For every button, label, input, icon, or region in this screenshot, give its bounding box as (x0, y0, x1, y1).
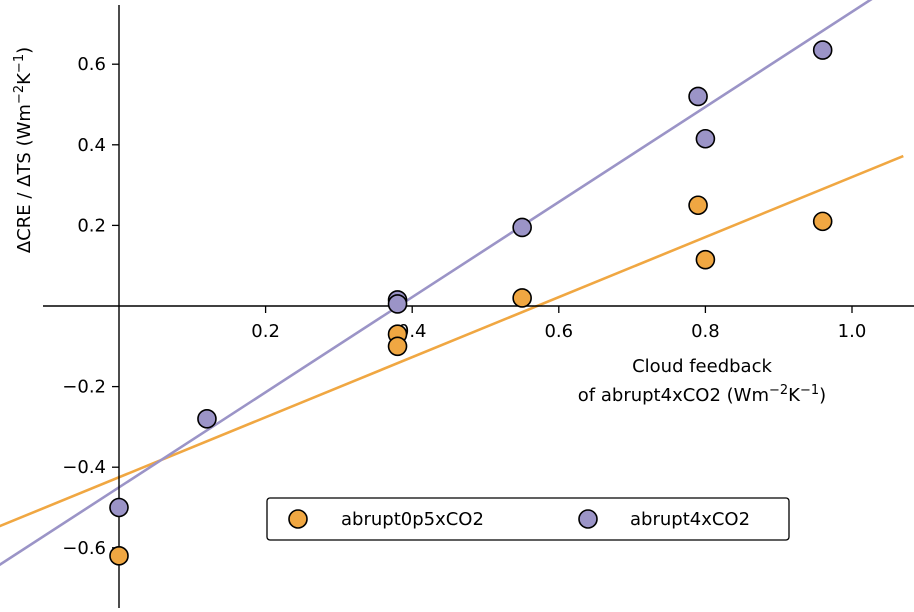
data-points (109, 40, 833, 566)
legend: abrupt0p5xCO2 abrupt4xCO2 (266, 497, 790, 541)
legend-label-abrupt4xCO2: abrupt4xCO2 (630, 509, 750, 530)
point-abrupt0p5xCO2 (688, 195, 708, 216)
y-tick-label: −0.6 (62, 538, 106, 559)
y-axis-unit-end: ) (14, 47, 35, 54)
y-axis-unit-mid: K (14, 72, 35, 85)
y-tick-label: −0.2 (62, 377, 106, 398)
y-axis-title: ΔCRE / ΔTS (Wm−2K−1) (12, 47, 35, 253)
x-tick-label: 0.2 (251, 321, 280, 342)
ticks: 0.2 0.4 0.6 0.8 1.00.60.40.2−0.2−0.4−0.6 (62, 54, 866, 559)
point-abrupt4xCO2 (197, 409, 217, 429)
y-axis-unit-exp1: −2 (12, 85, 27, 104)
point-abrupt4xCO2 (387, 294, 408, 314)
point-abrupt0p5xCO2 (387, 336, 408, 357)
x-axis-title-prefix: of abrupt4xCO2 (Wm (578, 385, 769, 406)
x-tick-label: 0.6 (544, 321, 573, 342)
point-abrupt0p5xCO2 (812, 211, 833, 232)
x-axis-title-line1: Cloud feedback (632, 356, 772, 377)
legend-label-abrupt0p5xCO2: abrupt0p5xCO2 (341, 509, 484, 530)
y-tick-label: 0.4 (77, 135, 106, 156)
y-tick-label: −0.4 (62, 457, 106, 478)
point-abrupt0p5xCO2 (512, 288, 532, 308)
fit-line-abrupt4xCO2 (0, 0, 873, 567)
y-axis-title-prefix: ΔCRE / ΔTS (Wm (14, 104, 35, 253)
x-axis-unit-end: ) (819, 385, 826, 406)
legend-frame (266, 497, 790, 541)
point-abrupt0p5xCO2 (695, 249, 716, 270)
x-axis-unit-exp2: −1 (800, 383, 819, 398)
x-tick-label: 1.0 (838, 321, 867, 342)
fit-lines (0, 0, 904, 567)
point-abrupt4xCO2 (688, 86, 708, 107)
point-abrupt4xCO2 (512, 217, 532, 238)
point-abrupt4xCO2 (695, 128, 716, 149)
x-axis-title-line2: of abrupt4xCO2 (Wm−2K−1) (578, 383, 826, 406)
legend-marker-abrupt0p5xCO2 (288, 509, 308, 529)
point-abrupt0p5xCO2 (109, 546, 129, 566)
x-axis-unit-exp1: −2 (769, 383, 788, 398)
point-abrupt4xCO2 (812, 40, 833, 60)
y-axis-unit-exp2: −1 (12, 54, 27, 73)
point-abrupt4xCO2 (109, 497, 129, 518)
y-tick-label: 0.2 (77, 215, 106, 236)
x-tick-label: 0.8 (691, 321, 720, 342)
legend-marker-abrupt4xCO2 (578, 509, 598, 529)
y-tick-label: 0.6 (77, 54, 106, 75)
x-axis-unit-mid: K (788, 385, 801, 406)
fit-line-abrupt0p5xCO2 (0, 154, 904, 528)
